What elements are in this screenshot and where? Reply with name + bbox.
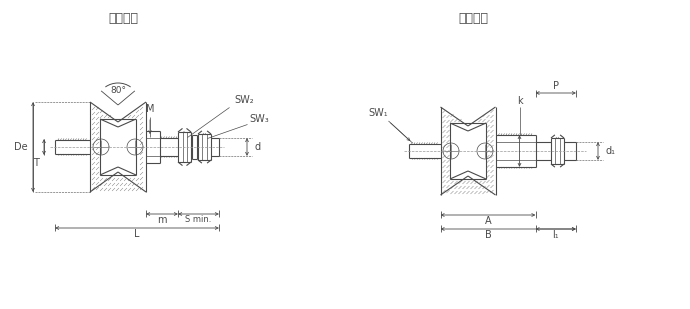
Text: m: m [157, 215, 167, 225]
Text: 偏心结构: 偏心结构 [458, 11, 488, 24]
Text: k: k [517, 96, 522, 106]
Text: De: De [14, 142, 28, 152]
Text: S min.: S min. [186, 215, 212, 225]
Text: d: d [254, 142, 260, 152]
Text: l₁: l₁ [553, 230, 559, 240]
Text: M: M [146, 104, 155, 114]
Text: A: A [484, 216, 491, 226]
Text: SW₃: SW₃ [250, 113, 269, 124]
Text: 80°: 80° [110, 86, 126, 95]
Text: d₁: d₁ [606, 146, 616, 156]
Text: T: T [33, 158, 39, 168]
Text: SW₁: SW₁ [368, 108, 388, 118]
Text: L: L [135, 229, 140, 239]
Text: P: P [553, 81, 559, 91]
Text: 同心结构: 同心结构 [108, 11, 138, 24]
Text: B: B [484, 230, 491, 240]
Text: SW₂: SW₂ [235, 95, 255, 104]
